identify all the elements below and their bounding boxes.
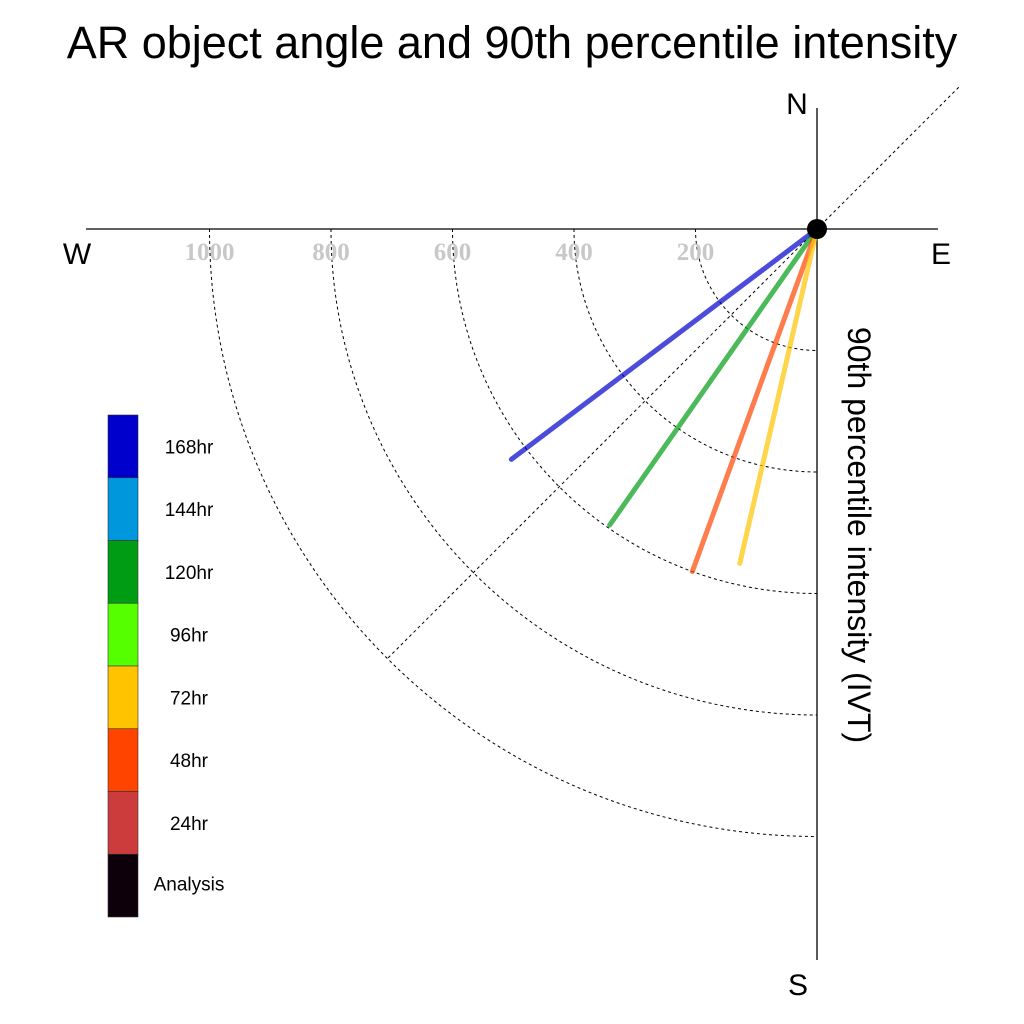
legend-label-168hr: 168hr bbox=[165, 437, 214, 458]
radial-tick-label-1000: 1000 bbox=[185, 239, 235, 266]
radial-tick-label-800: 800 bbox=[312, 239, 350, 266]
compass-axes bbox=[86, 108, 938, 960]
legend-swatch-96hr bbox=[107, 602, 139, 667]
legend-label-144hr: 144hr bbox=[165, 500, 214, 521]
radial-tick-label-600: 600 bbox=[434, 239, 472, 266]
radial-axis-label: 90th percentile intensity (IVT) bbox=[841, 327, 877, 743]
radial-grid-ring-600 bbox=[452, 228, 818, 594]
legend-label-analysis: Analysis bbox=[154, 874, 225, 895]
legend-swatch-72hr bbox=[107, 665, 139, 730]
legend-label-120hr: 120hr bbox=[165, 563, 214, 584]
legend-swatch-24hr bbox=[107, 791, 139, 855]
legend-swatch-analysis bbox=[107, 853, 139, 918]
radial-tick-label-200: 200 bbox=[677, 239, 715, 266]
legend-swatch-48hr bbox=[107, 728, 139, 792]
legend-label-96hr: 96hr bbox=[170, 626, 209, 647]
radial-grid-ring-800 bbox=[330, 228, 818, 716]
radial-tick-label-400: 400 bbox=[555, 239, 593, 266]
series-lines bbox=[508, 226, 820, 575]
compass-west-label: W bbox=[63, 238, 92, 271]
compass-south-label: S bbox=[788, 969, 808, 1002]
series-line-48hr bbox=[689, 226, 820, 575]
series-line-168hr bbox=[508, 226, 820, 462]
legend-label-72hr: 72hr bbox=[170, 688, 209, 709]
radial-grid-ring-1000 bbox=[209, 228, 818, 837]
compass-north-label: N bbox=[786, 88, 808, 121]
reference-diagonal-line bbox=[387, 86, 960, 659]
compass-east-label: E bbox=[931, 238, 951, 271]
origin-point bbox=[807, 219, 827, 239]
legend-label-48hr: 48hr bbox=[170, 751, 209, 772]
radial-tick-labels: 200 400 600 800 1000 bbox=[185, 239, 715, 266]
legend-swatch-144hr bbox=[107, 477, 139, 541]
legend: 168hr 144hr 120hr 96hr 72hr 48hr 24hr Analysis bbox=[107, 414, 225, 918]
legend-swatch-120hr bbox=[107, 540, 139, 604]
series-line-72hr bbox=[737, 226, 820, 566]
legend-label-24hr: 24hr bbox=[170, 814, 209, 835]
series-line-120hr bbox=[607, 226, 820, 528]
chart-title: AR object angle and 90th percentile inte… bbox=[67, 17, 958, 68]
legend-swatch-168hr bbox=[107, 414, 139, 479]
